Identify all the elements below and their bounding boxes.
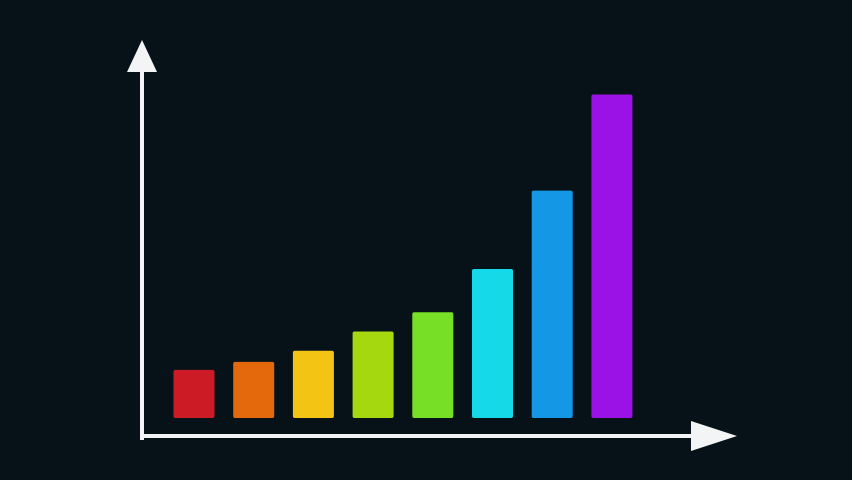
- bar-5: [412, 312, 454, 418]
- bar-8: [591, 94, 633, 418]
- x-axis-arrowhead: [691, 421, 737, 451]
- bar-7: [531, 190, 573, 418]
- bars-group: [173, 94, 633, 418]
- bar-1: [173, 369, 215, 418]
- bar-4: [352, 331, 394, 418]
- bar-6: [472, 269, 513, 418]
- y-axis-arrowhead: [127, 40, 157, 72]
- bar-3: [292, 350, 334, 418]
- bar-2: [233, 361, 275, 418]
